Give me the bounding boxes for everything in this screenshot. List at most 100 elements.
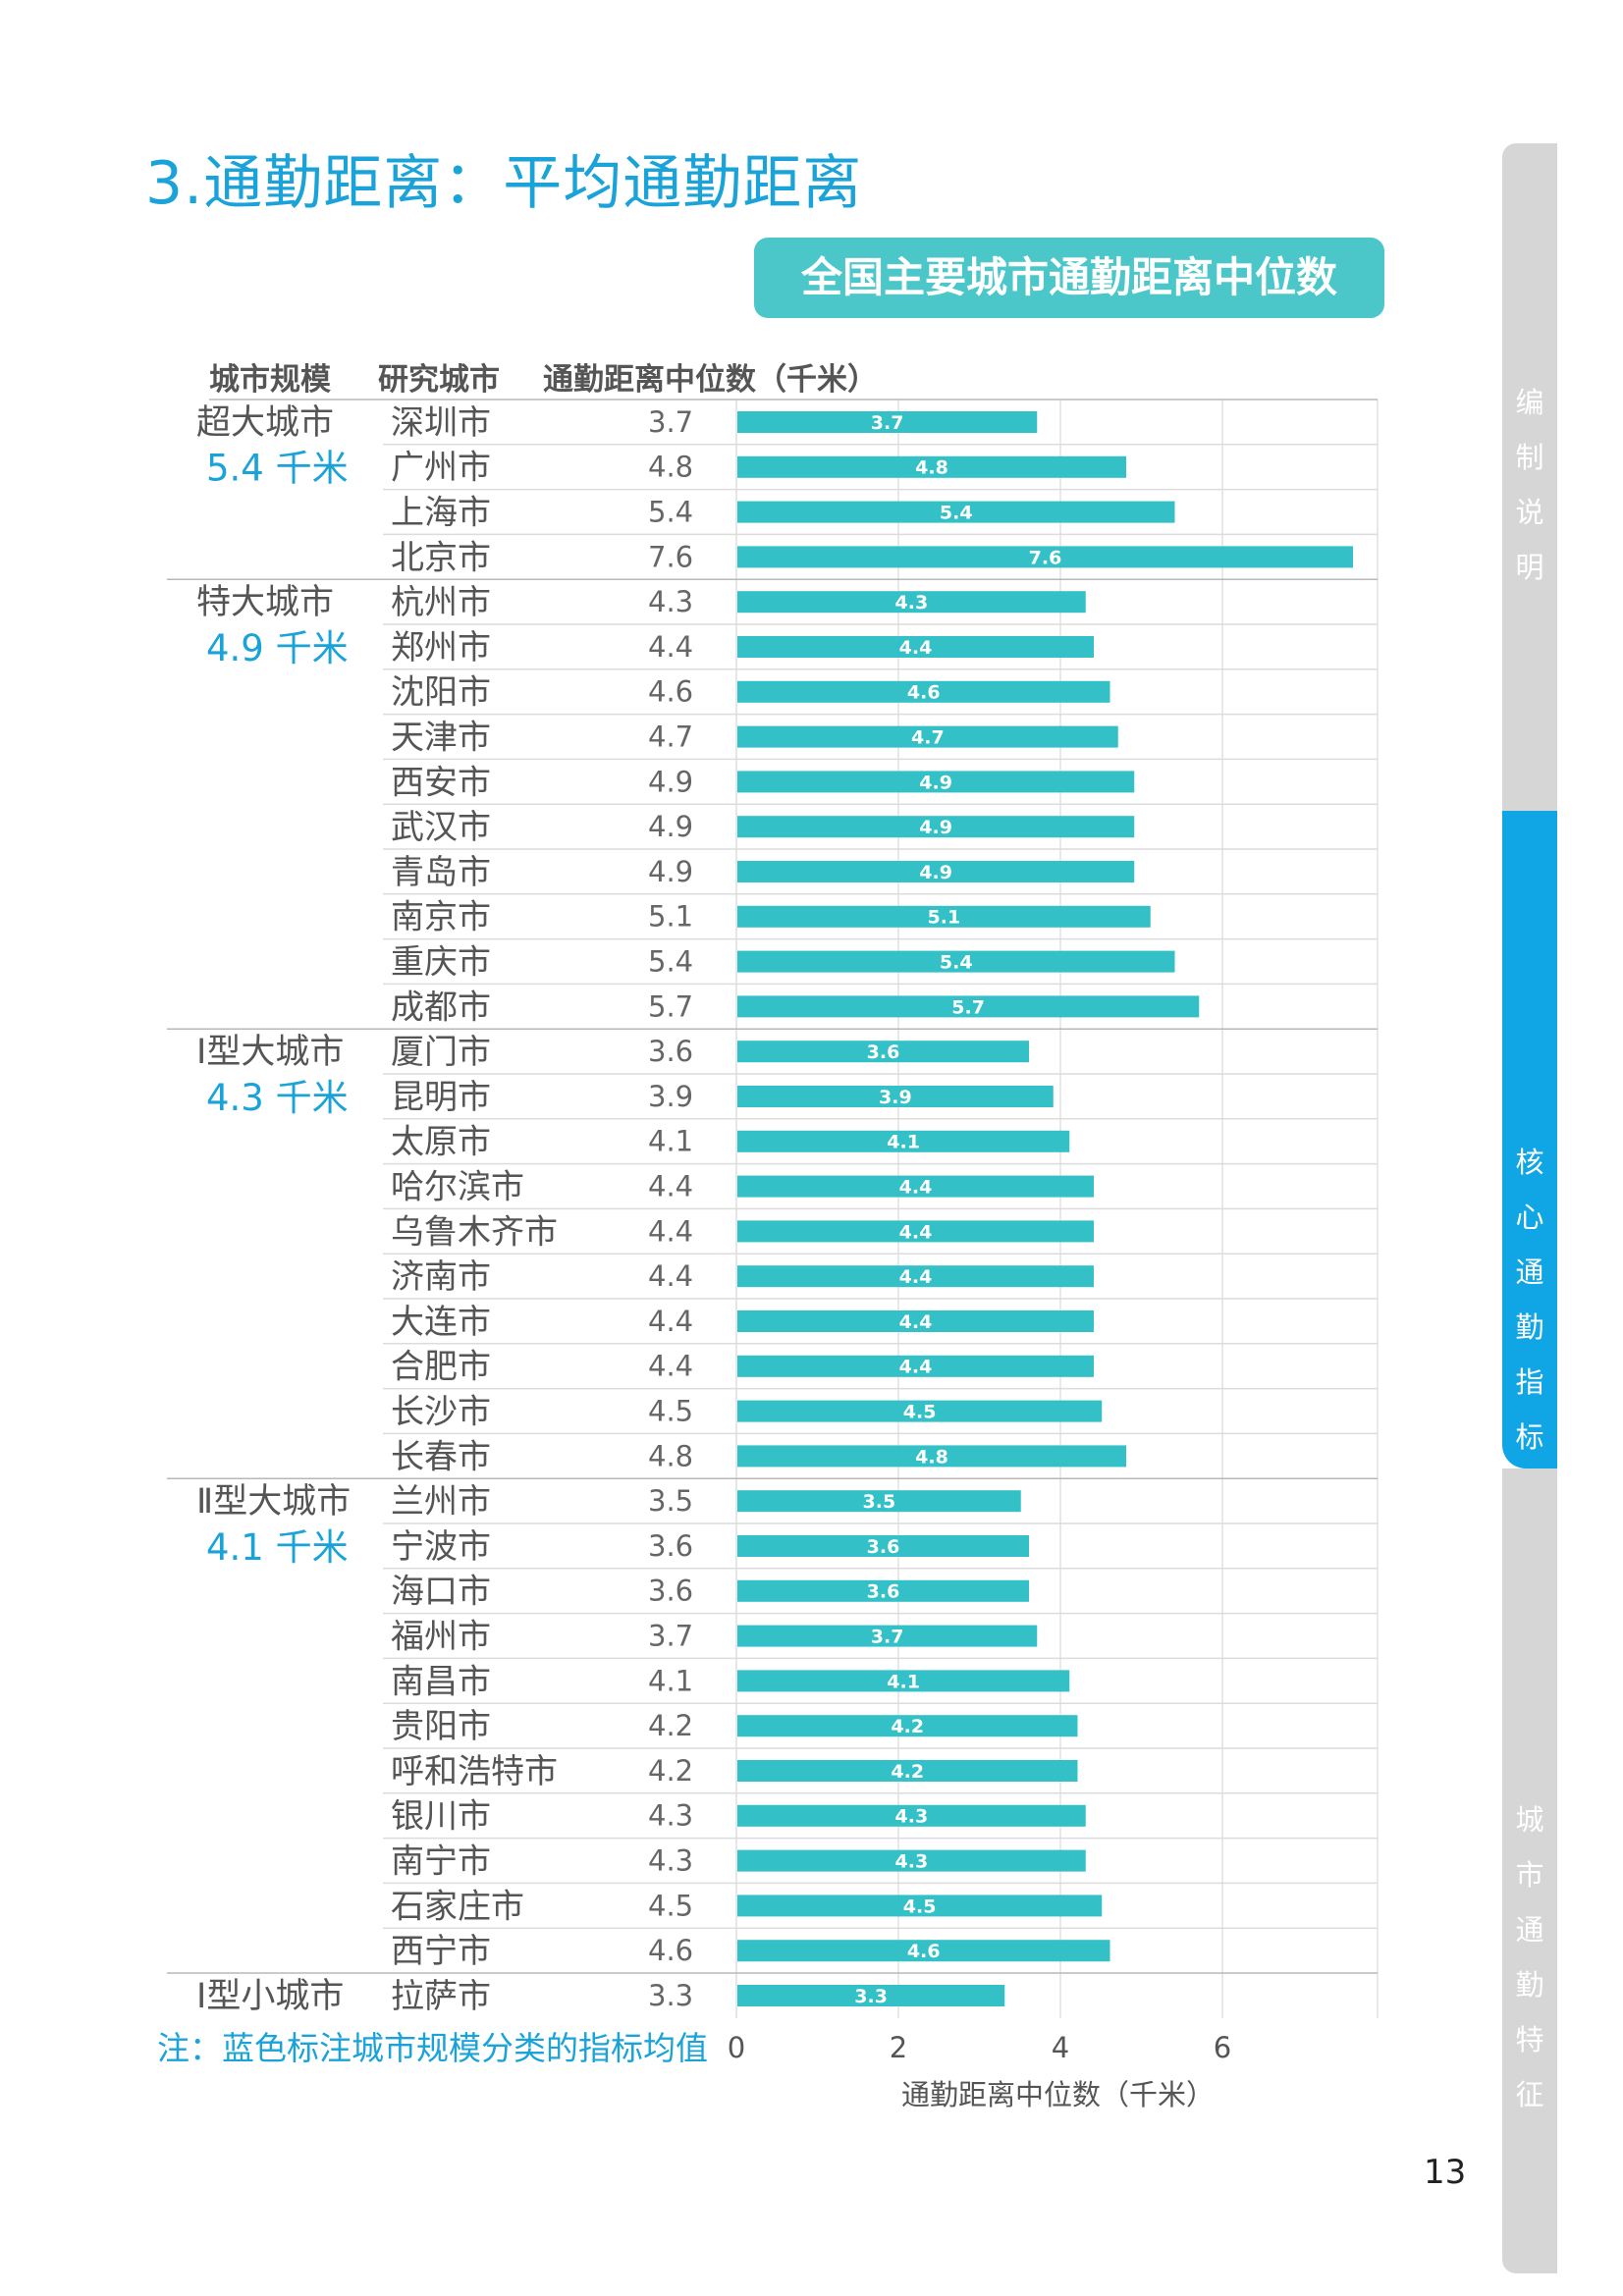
value-label: 4.3 [648, 1799, 693, 1833]
city-name: 太原市 [391, 1123, 491, 1162]
bar [737, 995, 1200, 1018]
bar [737, 905, 1151, 928]
bar-data-label: 4.9 [919, 817, 952, 838]
x-tick-label: 0 [728, 2031, 745, 2064]
value-label: 4.9 [648, 810, 693, 843]
side-tab-core-indicators[interactable]: 核心通勤指标 [1502, 811, 1557, 1468]
x-tick-label: 4 [1052, 2031, 1069, 2064]
bar-data-label: 4.3 [895, 592, 929, 614]
bar [737, 950, 1175, 973]
value-label: 3.6 [648, 1035, 693, 1068]
side-tab-char: 市 [1515, 1858, 1544, 1892]
value-label: 7.6 [648, 540, 693, 573]
city-name: 济南市 [391, 1257, 491, 1297]
bar [737, 1220, 1094, 1243]
value-label: 4.6 [648, 1934, 693, 1967]
bar-data-label: 3.6 [867, 1041, 900, 1063]
bar [737, 1265, 1094, 1288]
value-label: 3.5 [648, 1484, 693, 1518]
bar-data-label: 4.4 [899, 1177, 933, 1199]
value-label: 3.7 [648, 1620, 693, 1653]
x-tick-label: 6 [1214, 2031, 1231, 2064]
side-tab-char: 通 [1515, 1255, 1544, 1289]
bar-data-label: 4.8 [915, 457, 948, 479]
value-label: 4.4 [648, 1305, 693, 1338]
city-name: 郑州市 [391, 628, 491, 667]
city-name: 银川市 [391, 1797, 491, 1837]
bar-data-label: 4.3 [895, 1806, 929, 1828]
bar-data-label: 7.6 [1029, 547, 1062, 568]
bar-data-label: 3.9 [879, 1087, 912, 1108]
bar [737, 1445, 1126, 1468]
group-name: Ⅱ型大城市 [196, 1482, 351, 1522]
value-label: 3.6 [648, 1575, 693, 1608]
city-name: 杭州市 [391, 583, 491, 622]
city-name: 西宁市 [391, 1932, 491, 1971]
city-name: 武汉市 [391, 808, 491, 847]
city-name: 南京市 [391, 898, 491, 937]
value-label: 4.4 [648, 1350, 693, 1383]
value-label: 4.8 [648, 451, 693, 484]
side-tab-compile-notes[interactable]: 编制说明 [1502, 143, 1557, 811]
column-header: 研究城市 [378, 362, 500, 398]
value-label: 3.3 [648, 1979, 693, 2012]
city-name: 乌鲁木齐市 [391, 1212, 558, 1252]
value-label: 4.9 [648, 855, 693, 888]
side-tab-char: 心 [1515, 1201, 1544, 1234]
city-name: 上海市 [391, 494, 491, 533]
group-name: Ⅰ型小城市 [196, 1977, 344, 2016]
bar [737, 1490, 1021, 1513]
bar [737, 771, 1135, 793]
side-tab-char: 征 [1515, 2078, 1544, 2111]
city-name: 石家庄市 [391, 1887, 524, 1926]
side-tab-char: 说 [1515, 496, 1544, 529]
bar [737, 1895, 1103, 1917]
city-name: 合肥市 [391, 1348, 491, 1387]
city-name: 福州市 [391, 1618, 491, 1657]
bar-data-label: 5.7 [951, 996, 985, 1018]
value-label: 4.4 [648, 630, 693, 664]
side-tab-char: 勤 [1515, 1310, 1544, 1344]
side-tab-char: 勤 [1515, 1968, 1544, 2002]
bar [737, 1804, 1086, 1827]
bar-data-label: 3.6 [867, 1536, 900, 1558]
bar-data-label: 4.1 [887, 1132, 920, 1153]
bar-data-label: 4.4 [899, 1311, 933, 1333]
group-name: 超大城市 [196, 403, 334, 443]
city-name: 北京市 [391, 538, 491, 577]
city-name: 天津市 [391, 719, 491, 758]
bar [737, 411, 1038, 433]
value-label: 4.2 [648, 1754, 693, 1788]
bar-data-label: 4.5 [903, 1402, 937, 1423]
bar-data-label: 4.2 [891, 1716, 924, 1737]
city-name: 长春市 [391, 1437, 491, 1476]
bar-data-label: 4.6 [907, 682, 941, 704]
bar [737, 1670, 1070, 1692]
city-name: 宁波市 [391, 1527, 491, 1567]
side-tab-char: 编 [1515, 386, 1544, 419]
city-name: 昆明市 [391, 1078, 491, 1117]
side-tab-char: 特 [1515, 2023, 1544, 2056]
bar-data-label: 4.3 [895, 1851, 929, 1873]
city-name: 西安市 [391, 763, 491, 802]
bar [737, 1625, 1038, 1647]
group-mean: 4.1 千米 [206, 1526, 349, 1569]
group-mean: 5.4 千米 [206, 448, 349, 490]
bar-data-label: 4.2 [891, 1761, 924, 1783]
bar [737, 591, 1086, 614]
bar-data-label: 4.5 [903, 1896, 937, 1917]
bar-data-label: 3.7 [871, 1627, 904, 1648]
city-name: 兰州市 [391, 1482, 491, 1522]
bar-data-label: 4.8 [915, 1446, 948, 1468]
bar-data-label: 4.7 [911, 727, 945, 749]
value-label: 4.4 [648, 1259, 693, 1293]
side-tab-city-features[interactable]: 城市通勤特征 [1502, 1468, 1557, 2273]
bar-data-label: 5.4 [940, 503, 973, 524]
side-tab-char: 通 [1515, 1913, 1544, 1947]
city-name: 拉萨市 [391, 1977, 491, 2016]
bar [737, 1175, 1094, 1198]
bar [737, 1940, 1110, 1962]
bar [737, 501, 1175, 523]
bar [737, 1400, 1103, 1422]
bar-data-label: 4.1 [887, 1671, 920, 1692]
